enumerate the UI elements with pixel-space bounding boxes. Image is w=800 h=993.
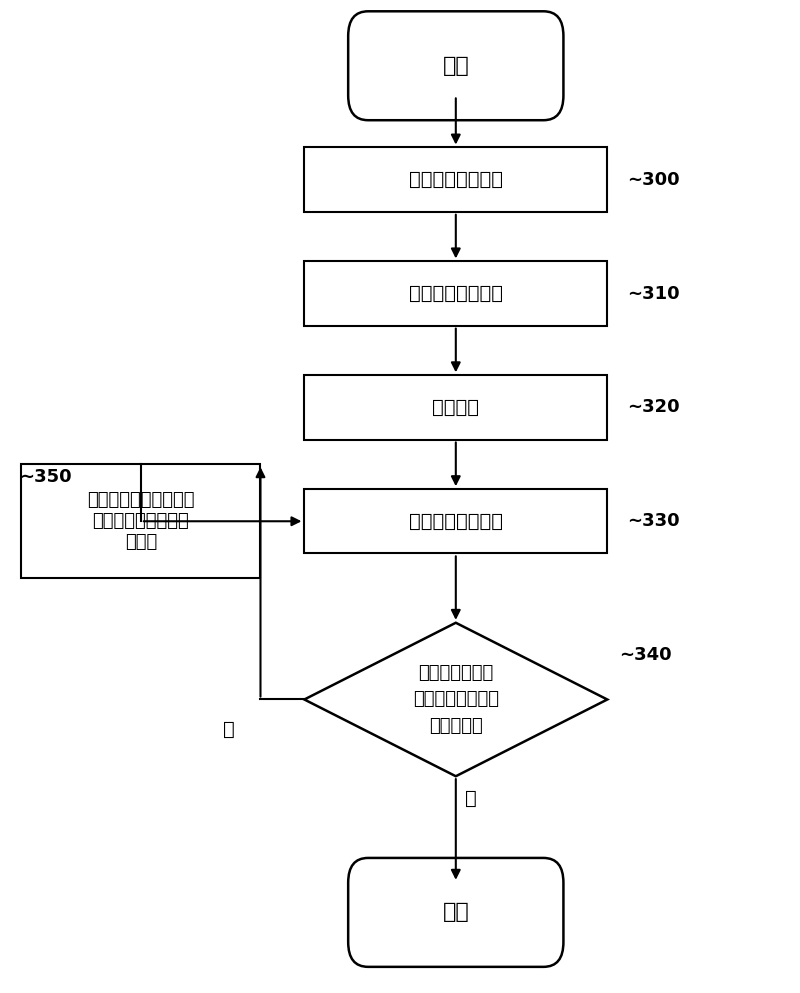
Text: 是: 是	[222, 720, 234, 739]
Text: 接收用户界面内容: 接收用户界面内容	[409, 170, 503, 189]
Text: ∼330: ∼330	[627, 512, 680, 530]
Bar	[304, 147, 607, 212]
Text: 解码用户界面内容: 解码用户界面内容	[409, 284, 503, 303]
Text: 输出用户界面内容: 输出用户界面内容	[409, 511, 503, 530]
FancyBboxPatch shape	[348, 11, 563, 120]
FancyBboxPatch shape	[348, 858, 563, 967]
Text: 开始: 开始	[442, 56, 469, 75]
Bar	[304, 375, 607, 440]
Text: ∼340: ∼340	[619, 645, 672, 664]
Text: 否: 否	[466, 788, 477, 807]
Text: ∼300: ∼300	[627, 171, 680, 189]
Text: ∼350: ∼350	[19, 468, 71, 486]
Text: 运行命令: 运行命令	[432, 398, 479, 417]
Bar	[22, 465, 261, 578]
Text: 使用输入的信息来确定
用于执行特定功能的
输入值: 使用输入的信息来确定 用于执行特定功能的 输入值	[87, 492, 194, 551]
Text: ∼320: ∼320	[627, 398, 680, 416]
Text: ∼310: ∼310	[627, 285, 680, 303]
Text: 检测用于通过不
可预测的路径接收
信息的动作: 检测用于通过不 可预测的路径接收 信息的动作	[413, 664, 499, 735]
Polygon shape	[304, 623, 607, 777]
Bar	[304, 490, 607, 553]
Text: 结束: 结束	[442, 903, 469, 922]
Bar	[304, 261, 607, 326]
